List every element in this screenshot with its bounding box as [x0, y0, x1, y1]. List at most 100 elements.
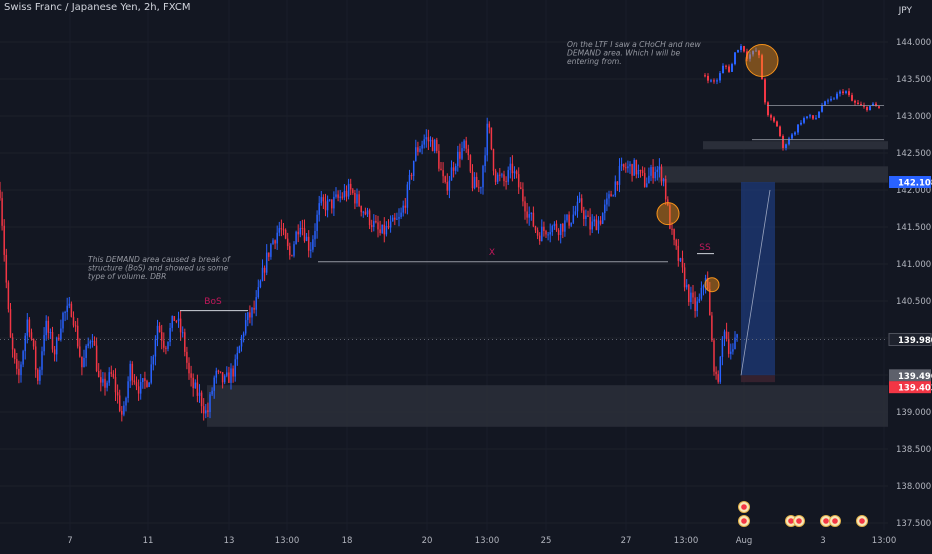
chart-title: Swiss Franc / Japanese Yen, 2h, FXCM: [4, 2, 191, 13]
candle: [517, 174, 520, 188]
candle: [656, 169, 659, 172]
candle: [232, 368, 234, 377]
price-label-box: [889, 369, 931, 382]
candle: [528, 214, 530, 218]
y-tick-label: 142.000: [896, 186, 931, 196]
candle: [499, 174, 501, 176]
candle: [142, 378, 144, 383]
candle: [625, 167, 627, 169]
candle: [734, 337, 736, 350]
candle: [564, 220, 566, 232]
candle: [658, 166, 661, 170]
event-marker-dot: [788, 518, 794, 524]
candle: [580, 198, 583, 211]
axes: 137.500138.000138.500139.000139.500140.0…: [67, 38, 932, 546]
candle: [236, 352, 239, 360]
ltf-candle: [743, 46, 745, 52]
candle: [139, 382, 142, 394]
candle: [373, 221, 375, 228]
candle: [643, 173, 646, 187]
event-marker-dot: [859, 518, 865, 524]
candle: [135, 382, 138, 387]
candle: [81, 356, 83, 368]
ltf-demand-zone: [703, 141, 888, 150]
candle: [9, 309, 12, 338]
candle: [26, 319, 29, 336]
ltf-candle: [752, 50, 754, 55]
ltf-candle: [797, 124, 799, 133]
zone-label: SS: [699, 243, 711, 253]
candle: [3, 225, 5, 255]
ltf-candle: [734, 52, 736, 65]
candle: [47, 320, 50, 333]
candle: [87, 343, 89, 346]
candle: [536, 230, 539, 236]
candle: [551, 226, 554, 233]
ltf-candle: [722, 65, 724, 74]
candle: [469, 155, 472, 172]
candle: [68, 303, 71, 306]
candle: [362, 211, 365, 213]
y-tick-label: 143.000: [896, 112, 931, 122]
ltf-candle: [812, 115, 814, 119]
candle: [543, 226, 545, 231]
candle: [545, 230, 547, 235]
candle: [299, 227, 302, 235]
candle: [509, 163, 512, 171]
candle: [715, 371, 717, 375]
candle: [60, 328, 62, 340]
candle: [276, 232, 278, 244]
candle: [127, 381, 129, 399]
candle: [156, 325, 159, 340]
candle: [692, 292, 694, 298]
candle: [448, 180, 451, 191]
ltf-candle: [758, 50, 760, 56]
position-stop: [741, 375, 775, 383]
candle: [66, 305, 68, 312]
candle: [511, 163, 514, 174]
candle: [538, 235, 541, 242]
candle: [446, 182, 449, 191]
candle: [356, 194, 358, 204]
candle: [593, 219, 596, 222]
candle: [257, 287, 260, 298]
candle: [286, 238, 289, 247]
ltf-candle: [791, 134, 793, 139]
candle: [415, 147, 417, 161]
annotation-bos-line: type of volume. DBR: [88, 272, 166, 281]
candle: [89, 341, 92, 344]
candle: [520, 187, 522, 190]
ltf-candle: [728, 66, 730, 72]
y-tick-label: 139.000: [896, 408, 931, 418]
candle: [601, 213, 604, 224]
ltf-candle: [875, 103, 877, 107]
candle: [228, 372, 230, 383]
candle: [364, 211, 367, 215]
candle: [635, 159, 638, 175]
candle: [310, 249, 312, 251]
candle: [11, 337, 14, 350]
candle: [366, 210, 369, 215]
annotation-ltf-line: entering from.: [567, 57, 622, 66]
ltf-candle: [806, 116, 808, 119]
candle: [150, 364, 152, 383]
candle: [358, 194, 360, 206]
candle: [244, 320, 247, 334]
candle: [268, 252, 270, 257]
candle: [406, 184, 409, 208]
highlight-circle: [745, 44, 779, 77]
x-tick-label: 3: [820, 536, 825, 546]
candle: [467, 148, 470, 156]
annotation-bos: This DEMAND area caused a break of struct…: [88, 255, 231, 281]
candle: [721, 338, 724, 357]
candle: [669, 205, 671, 229]
ltf-candle: [821, 105, 823, 112]
position-tool: [741, 182, 775, 376]
candle: [431, 139, 434, 152]
candle: [272, 240, 274, 245]
candle: [226, 372, 228, 376]
candle: [492, 149, 495, 171]
event-marker-dot: [741, 518, 747, 524]
